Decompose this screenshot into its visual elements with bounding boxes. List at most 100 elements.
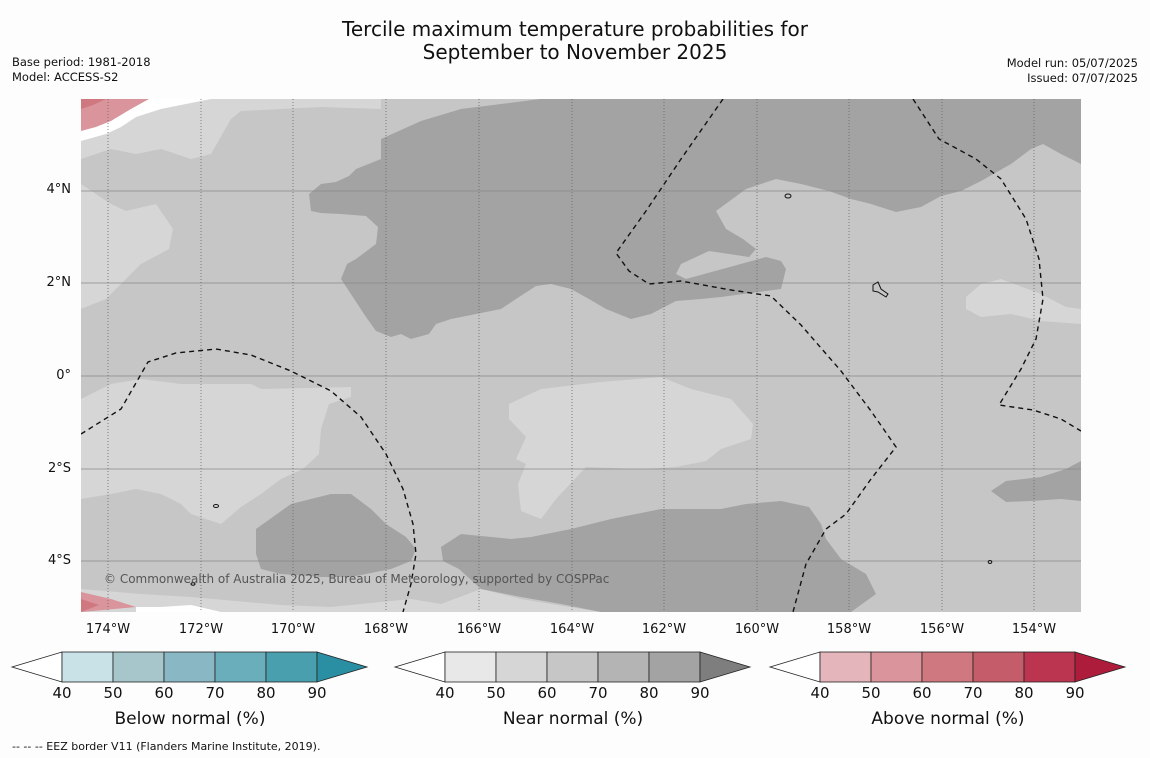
colorbar-segment [819,651,872,683]
colorbar-near-normal [393,651,752,683]
lon-label-156w: 156°W [919,622,965,637]
colorbar-segment [870,651,923,683]
base-period-text: Base period: 1981-2018 [12,55,151,69]
lat-gridlines [81,190,1081,562]
lat-label-4n: 4°N [46,182,72,197]
lon-label-168w: 168°W [363,622,409,637]
colorbar-below-normal [10,651,369,683]
colorbar-segment [972,651,1025,683]
tick-label: 70 [588,684,608,702]
near-normal-70-80-region-east-edge [991,461,1081,502]
colorbar-segment [61,651,114,683]
colorbar-segment [1023,651,1076,683]
lon-label-154w: 154°W [1011,622,1057,637]
island-south-west-1 [213,504,219,508]
eez-border-central [615,99,897,612]
tick-label: 40 [810,684,830,702]
colorbar-above-normal-label: Above normal (%) [871,709,1025,729]
colorbar-segment [921,651,974,683]
lat-label-4s: 4°S [47,553,71,568]
tick-label: 50 [861,684,881,702]
colorbar-above-normal-ticks: 40 50 60 70 80 90 [768,684,1128,704]
above-normal-50-60-patch-northwest-edge [81,99,106,109]
tick-label: 80 [256,684,276,702]
tick-label: 60 [912,684,932,702]
near-normal-50-60-region-northwest [81,99,381,159]
meta-right: Model run: 05/07/2025 Issued: 07/07/2025 [1007,56,1138,86]
tick-label: 50 [486,684,506,702]
tick-label: 50 [103,684,123,702]
copyright-text: © Commonwealth of Australia 2025, Bureau… [104,572,610,586]
white-strip-southwest [136,605,221,612]
lon-label-174w: 174°W [85,622,131,637]
colorbar-segment [112,651,165,683]
title-line-1: Tercile maximum temperature probabilitie… [342,17,808,41]
lat-label-2n: 2°N [46,275,72,290]
tick-label: 90 [307,684,327,702]
colorbar-segment [163,651,216,683]
map-canvas [81,99,1081,612]
model-text: Model: ACCESS-S2 [12,70,119,84]
above-normal-60-70-patch-northwest [81,99,149,131]
white-strip-northwest [81,99,211,141]
tick-label: 90 [690,684,710,702]
lon-label-160w: 160°W [734,622,780,637]
tick-label: 40 [435,684,455,702]
near-normal-70-80-region-south-center [256,494,416,577]
lon-label-166w: 166°W [456,622,502,637]
colorbar-segment [214,651,267,683]
colorbar-below-normal-label: Below normal (%) [114,709,266,729]
islands [190,193,993,586]
lat-label-0: 0° [56,368,71,383]
above-normal-70-80-patch-southwest-corner [81,599,99,612]
probability-map [81,99,1081,612]
above-normal-60-70-patch-southwest [81,592,136,612]
colorbar-extend-low [10,651,63,683]
eez-legend-footer: -- -- -- EEZ border V11 (Flanders Marine… [12,740,321,753]
near-normal-70-80-region-north [309,99,1081,339]
tick-label: 80 [1014,684,1034,702]
tick-label: 60 [537,684,557,702]
colorbar-segment [597,651,650,683]
lon-label-172w: 172°W [178,622,224,637]
colorbar-extend-high [699,651,752,683]
colorbar-segment [444,651,497,683]
tick-label: 90 [1065,684,1085,702]
colorbar-above-normal [768,651,1127,683]
near-normal-70-80-region-southeast [441,501,876,612]
map-title: Tercile maximum temperature probabilitie… [0,18,1150,64]
eez-borders [81,99,1081,612]
model-run-text: Model run: 05/07/2025 [1006,56,1138,70]
colorbar-extend-low [768,651,821,683]
eez-border-west [81,348,417,612]
colorbar-extend-high [1074,651,1127,683]
near-normal-50-60-region-southwest [81,379,351,524]
issued-text: Issued: 07/07/2025 [1027,71,1138,85]
colorbar-segment [648,651,701,683]
colorbar-segment [546,651,599,683]
colorbar-segment [495,651,548,683]
tick-label: 70 [963,684,983,702]
island-south-west-2 [190,582,196,586]
meta-left: Base period: 1981-2018 Model: ACCESS-S2 [12,55,151,85]
near-normal-50-60-region-west [81,184,173,309]
island-south-east [987,560,993,564]
tick-label: 60 [154,684,174,702]
colorbar-near-normal-label: Near normal (%) [502,709,644,729]
near-normal-50-60-region-central [509,377,753,519]
lon-label-158w: 158°W [826,622,872,637]
tick-label: 80 [639,684,659,702]
colorbar-below-normal-ticks: 40 50 60 70 80 90 [10,684,370,704]
colorbar-segment [265,651,318,683]
tick-label: 70 [205,684,225,702]
lon-label-170w: 170°W [270,622,316,637]
near-normal-50-60-region-east [966,279,1081,324]
eez-border-east [912,99,1081,432]
tick-label: 40 [52,684,72,702]
lon-label-164w: 164°W [549,622,595,637]
title-line-2: September to November 2025 [422,40,728,64]
near-normal-50-60-region-south [81,589,601,612]
island-east [872,281,889,298]
colorbar-extend-high [316,651,369,683]
colorbar-near-normal-ticks: 40 50 60 70 80 90 [393,684,753,704]
